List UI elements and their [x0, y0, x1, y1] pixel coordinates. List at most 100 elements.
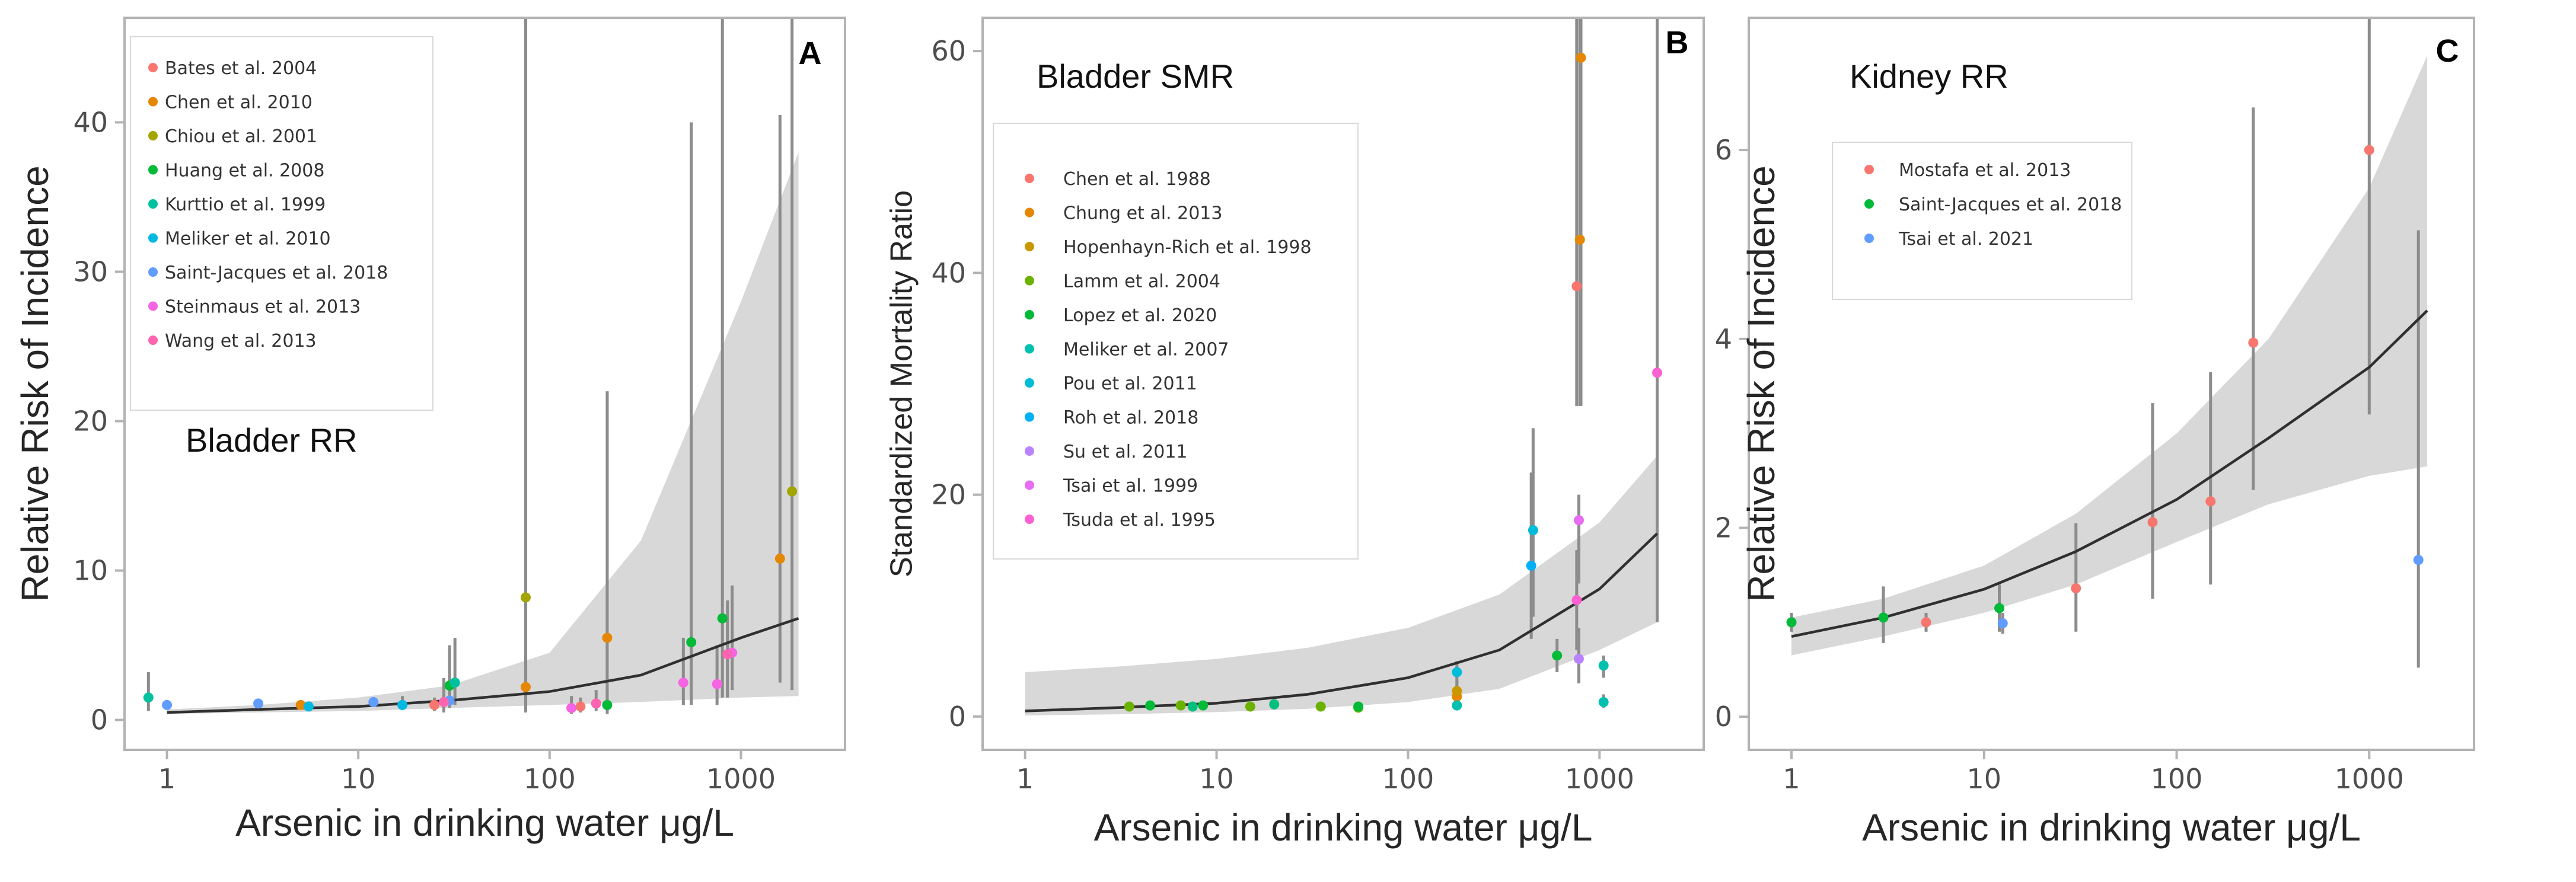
plot-area	[143, 18, 799, 714]
data-point	[2205, 496, 2216, 507]
data-point	[1571, 281, 1582, 292]
panel-title: Bladder SMR	[1037, 57, 1234, 95]
data-point	[1145, 700, 1156, 711]
y-tick-label: 40	[931, 257, 966, 289]
panel-a: 1 10 100 1000 0 10 20 30 40 Arsenic in drinking w…	[14, 17, 846, 844]
data-point	[1552, 650, 1563, 661]
y-axis-title: Standardized Mortality Ratio	[885, 190, 919, 577]
legend: Bates et al. 2004 Chen et al. 2010 Chiou e…	[130, 36, 433, 411]
data-point	[1598, 660, 1609, 671]
data-point	[1315, 701, 1326, 712]
data-point	[295, 699, 306, 710]
legend-label: Lopez et al. 2020	[1063, 305, 1217, 326]
legend-marker	[1025, 446, 1034, 456]
data-point	[521, 592, 531, 603]
legend-box	[1832, 142, 2132, 300]
data-point	[602, 699, 613, 710]
data-point	[2413, 555, 2424, 565]
x-tick-label: 100	[524, 763, 576, 795]
data-point	[678, 678, 688, 688]
legend-marker	[148, 301, 158, 311]
data-point	[774, 553, 785, 564]
data-point	[1576, 52, 1586, 63]
legend-label: Steinmaus et al. 2013	[165, 297, 361, 318]
fit-line	[167, 617, 799, 714]
x-axis-title: Arsenic in drinking water μg/L	[235, 801, 734, 844]
data-point	[1571, 595, 1582, 605]
data-point	[686, 637, 697, 648]
x-tick-label: 1000	[2335, 763, 2404, 795]
data-point	[1997, 618, 2008, 628]
data-point	[1994, 603, 2005, 613]
data-point	[2248, 337, 2259, 348]
legend-label: Roh et al. 2018	[1063, 408, 1198, 429]
y-tick-label: 20	[73, 405, 108, 437]
legend-label: Huang et al. 2008	[165, 161, 324, 181]
legend-label: Wang et al. 2013	[165, 331, 317, 351]
y-tick-label: 10	[73, 555, 108, 587]
y-tick-label: 0	[91, 704, 108, 736]
data-point	[722, 649, 733, 660]
legend-marker	[148, 131, 158, 140]
y-tick-label: 4	[1715, 323, 1732, 355]
legend-marker	[1025, 480, 1034, 490]
legend-label: Meliker et al. 2007	[1063, 340, 1229, 360]
data-point	[1245, 701, 1255, 712]
data-point	[787, 486, 798, 497]
legend-marker	[1025, 310, 1034, 319]
legend-marker	[148, 165, 158, 175]
x-tick-label: 10	[1967, 763, 2002, 795]
legend-label: Chen et al. 2010	[165, 92, 313, 113]
x-tick-label: 100	[2151, 763, 2203, 795]
data-point	[1573, 515, 1584, 526]
data-point	[1175, 700, 1186, 711]
x-axis-title: Arsenic in drinking water μg/L	[1094, 806, 1593, 849]
legend-marker	[148, 97, 158, 107]
legend-label: Chiou et al. 2001	[165, 126, 317, 147]
legend-marker	[1864, 165, 1874, 174]
data-point	[602, 632, 613, 643]
legend-label: Pou et al. 2011	[1063, 373, 1197, 394]
panel-title: Bladder RR	[186, 421, 357, 459]
legend-marker	[148, 63, 158, 72]
x-tick-label: 10	[341, 763, 376, 795]
data-point	[2071, 583, 2081, 594]
plot-frame	[123, 17, 846, 751]
x-tick-label: 1	[1783, 763, 1800, 795]
data-point	[717, 613, 728, 624]
legend-marker	[1025, 378, 1034, 388]
data-point	[566, 702, 577, 713]
legend-marker	[148, 267, 158, 277]
legend-label: Meliker et al. 2010	[165, 229, 331, 250]
plot-area	[1786, 18, 2428, 668]
y-tick-label: 6	[1715, 134, 1732, 166]
data-point	[1353, 701, 1364, 712]
x-tick-label: 1	[158, 763, 176, 795]
data-point	[1452, 700, 1462, 711]
legend-marker	[1025, 242, 1034, 251]
data-point	[1878, 612, 1889, 623]
confidence-band	[167, 152, 799, 714]
data-point	[1574, 234, 1585, 245]
y-axis-title: Relative Risk of Incidence	[1740, 165, 1783, 602]
legend-label: Lamm et al. 2004	[1063, 271, 1220, 292]
legend-marker	[1864, 199, 1874, 209]
legend-label: Hopenhayn-Rich et al. 1998	[1063, 237, 1312, 258]
x-tick-label: 1	[1016, 763, 1034, 795]
legend-box	[130, 36, 433, 411]
panel-title: Kidney RR	[1850, 57, 2008, 95]
y-tick-label: 30	[73, 255, 108, 287]
fit-line	[1791, 309, 2428, 638]
legend-marker	[1025, 412, 1034, 422]
y-tick-label: 60	[931, 35, 966, 67]
data-point	[1528, 525, 1538, 535]
data-point	[1652, 368, 1663, 378]
legend-label: Tsuda et al. 1995	[1063, 510, 1216, 531]
legend-label: Saint-Jacques et al. 2018	[1899, 194, 2122, 215]
legend-marker	[1025, 207, 1034, 218]
legend-marker	[148, 335, 158, 345]
data-point	[1921, 617, 1931, 628]
data-point	[1573, 654, 1584, 664]
data-point	[575, 701, 586, 712]
